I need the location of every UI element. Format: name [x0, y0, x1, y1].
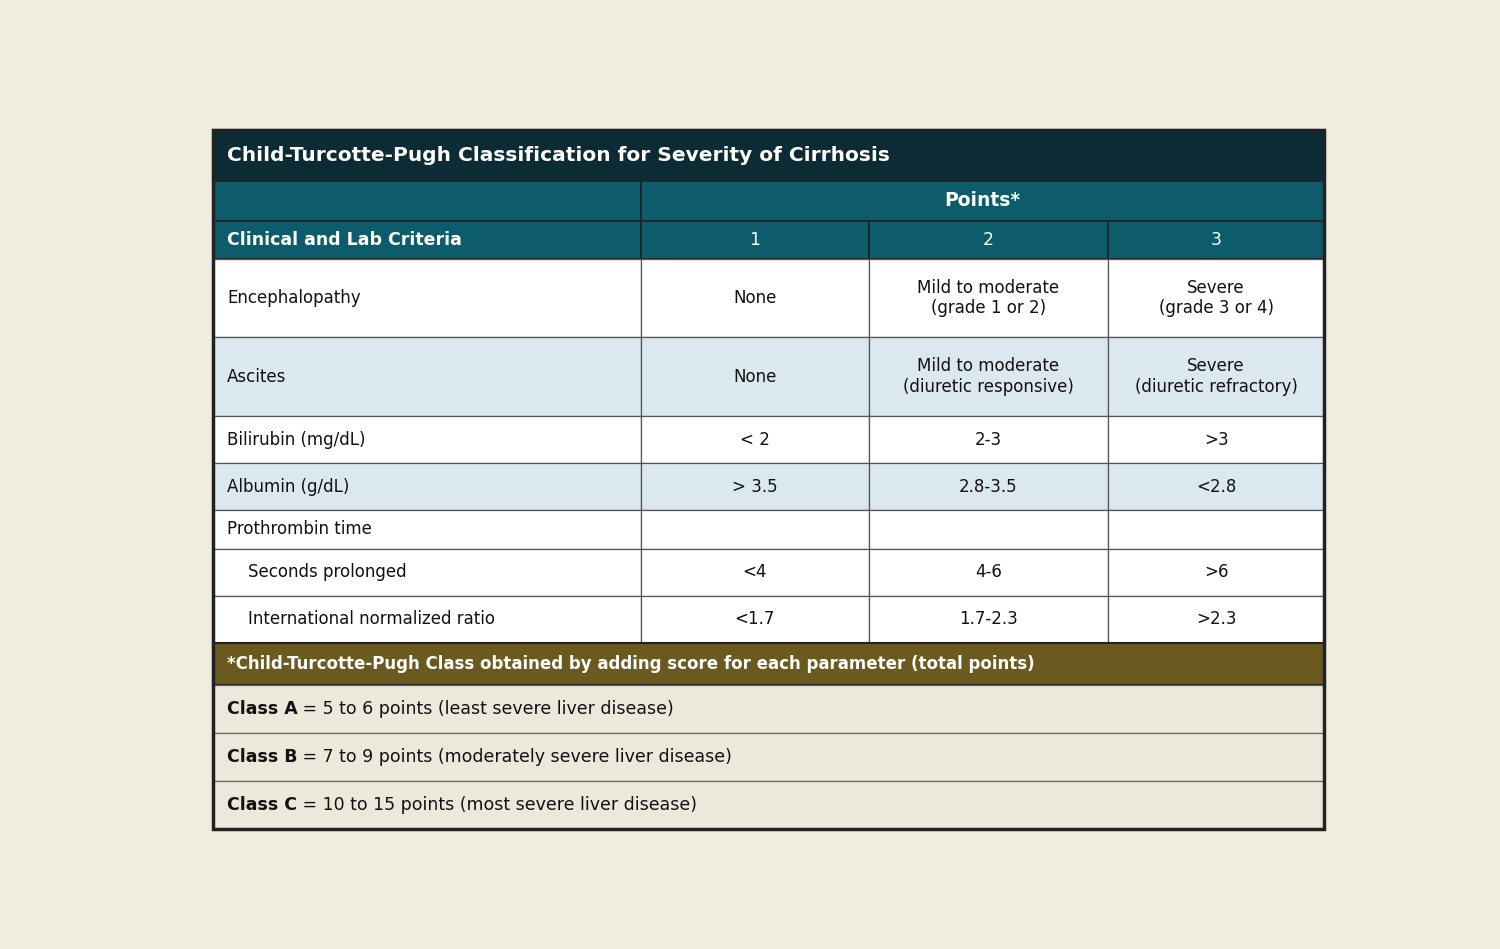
Bar — [213, 258, 640, 337]
Text: < 2: < 2 — [740, 431, 770, 449]
Text: Points*: Points* — [945, 192, 1020, 211]
Bar — [640, 337, 868, 416]
Bar — [868, 596, 1107, 643]
Text: Prothrombin time: Prothrombin time — [226, 520, 372, 538]
Text: = 5 to 6 points (least severe liver disease): = 5 to 6 points (least severe liver dise… — [297, 700, 674, 718]
Text: Mild to moderate
(grade 1 or 2): Mild to moderate (grade 1 or 2) — [916, 278, 1059, 317]
Bar — [213, 596, 640, 643]
Bar — [213, 685, 1324, 733]
Text: <1.7: <1.7 — [735, 610, 776, 628]
Bar — [1107, 463, 1324, 511]
Bar — [640, 463, 868, 511]
Text: None: None — [734, 288, 777, 307]
Bar — [1107, 221, 1324, 258]
Text: Severe
(grade 3 or 4): Severe (grade 3 or 4) — [1158, 278, 1274, 317]
Bar — [1107, 511, 1324, 549]
Text: <4: <4 — [742, 564, 766, 582]
Bar — [213, 463, 640, 511]
Text: 2: 2 — [982, 231, 993, 249]
Bar — [868, 258, 1107, 337]
Bar — [868, 221, 1107, 258]
Text: Class B: Class B — [226, 748, 297, 766]
Text: 1.7-2.3: 1.7-2.3 — [958, 610, 1017, 628]
Text: <2.8: <2.8 — [1196, 477, 1236, 495]
Text: Class A: Class A — [226, 700, 298, 718]
Bar — [213, 180, 640, 221]
Text: Albumin (g/dL): Albumin (g/dL) — [226, 477, 350, 495]
Bar — [868, 463, 1107, 511]
Bar — [1107, 596, 1324, 643]
Text: 2.8-3.5: 2.8-3.5 — [958, 477, 1017, 495]
Text: Clinical and Lab Criteria: Clinical and Lab Criteria — [226, 231, 462, 249]
Text: None: None — [734, 367, 777, 385]
Bar — [1107, 337, 1324, 416]
Bar — [213, 781, 1324, 828]
Text: Encephalopathy: Encephalopathy — [226, 288, 360, 307]
Bar — [213, 416, 640, 463]
Bar — [213, 733, 1324, 781]
Text: Child-Turcotte-Pugh Classification for Severity of Cirrhosis: Child-Turcotte-Pugh Classification for S… — [226, 146, 889, 165]
Bar — [1107, 416, 1324, 463]
Bar — [868, 511, 1107, 549]
Text: = 10 to 15 points (most severe liver disease): = 10 to 15 points (most severe liver dis… — [297, 795, 698, 813]
Bar — [640, 549, 868, 596]
Text: >2.3: >2.3 — [1196, 610, 1236, 628]
Bar — [640, 596, 868, 643]
Text: 3: 3 — [1210, 231, 1221, 249]
Bar — [640, 221, 868, 258]
Bar — [213, 511, 640, 549]
Text: 4-6: 4-6 — [975, 564, 1002, 582]
Text: 2-3: 2-3 — [975, 431, 1002, 449]
Text: >3: >3 — [1204, 431, 1228, 449]
Text: Ascites: Ascites — [226, 367, 286, 385]
Text: Class C: Class C — [226, 795, 297, 813]
Bar — [1107, 258, 1324, 337]
Text: Seconds prolonged: Seconds prolonged — [226, 564, 406, 582]
Text: = 7 to 9 points (moderately severe liver disease): = 7 to 9 points (moderately severe liver… — [297, 748, 732, 766]
Text: *Child-Turcotte-Pugh Class obtained by adding score for each parameter (total po: *Child-Turcotte-Pugh Class obtained by a… — [226, 655, 1035, 673]
Bar — [213, 221, 640, 258]
Bar — [868, 337, 1107, 416]
Bar — [640, 511, 868, 549]
Bar — [213, 337, 640, 416]
Bar — [868, 549, 1107, 596]
Text: Severe
(diuretic refractory): Severe (diuretic refractory) — [1134, 357, 1298, 396]
Bar — [640, 416, 868, 463]
Text: 1: 1 — [750, 231, 760, 249]
Bar — [640, 258, 868, 337]
Text: > 3.5: > 3.5 — [732, 477, 777, 495]
Bar — [640, 180, 1324, 221]
Text: >6: >6 — [1204, 564, 1228, 582]
Bar — [213, 643, 1324, 685]
Text: Mild to moderate
(diuretic responsive): Mild to moderate (diuretic responsive) — [903, 357, 1074, 396]
Bar — [868, 416, 1107, 463]
Bar — [213, 549, 640, 596]
Text: International normalized ratio: International normalized ratio — [226, 610, 495, 628]
Bar — [1107, 549, 1324, 596]
Bar — [213, 130, 1324, 180]
Text: Bilirubin (mg/dL): Bilirubin (mg/dL) — [226, 431, 366, 449]
